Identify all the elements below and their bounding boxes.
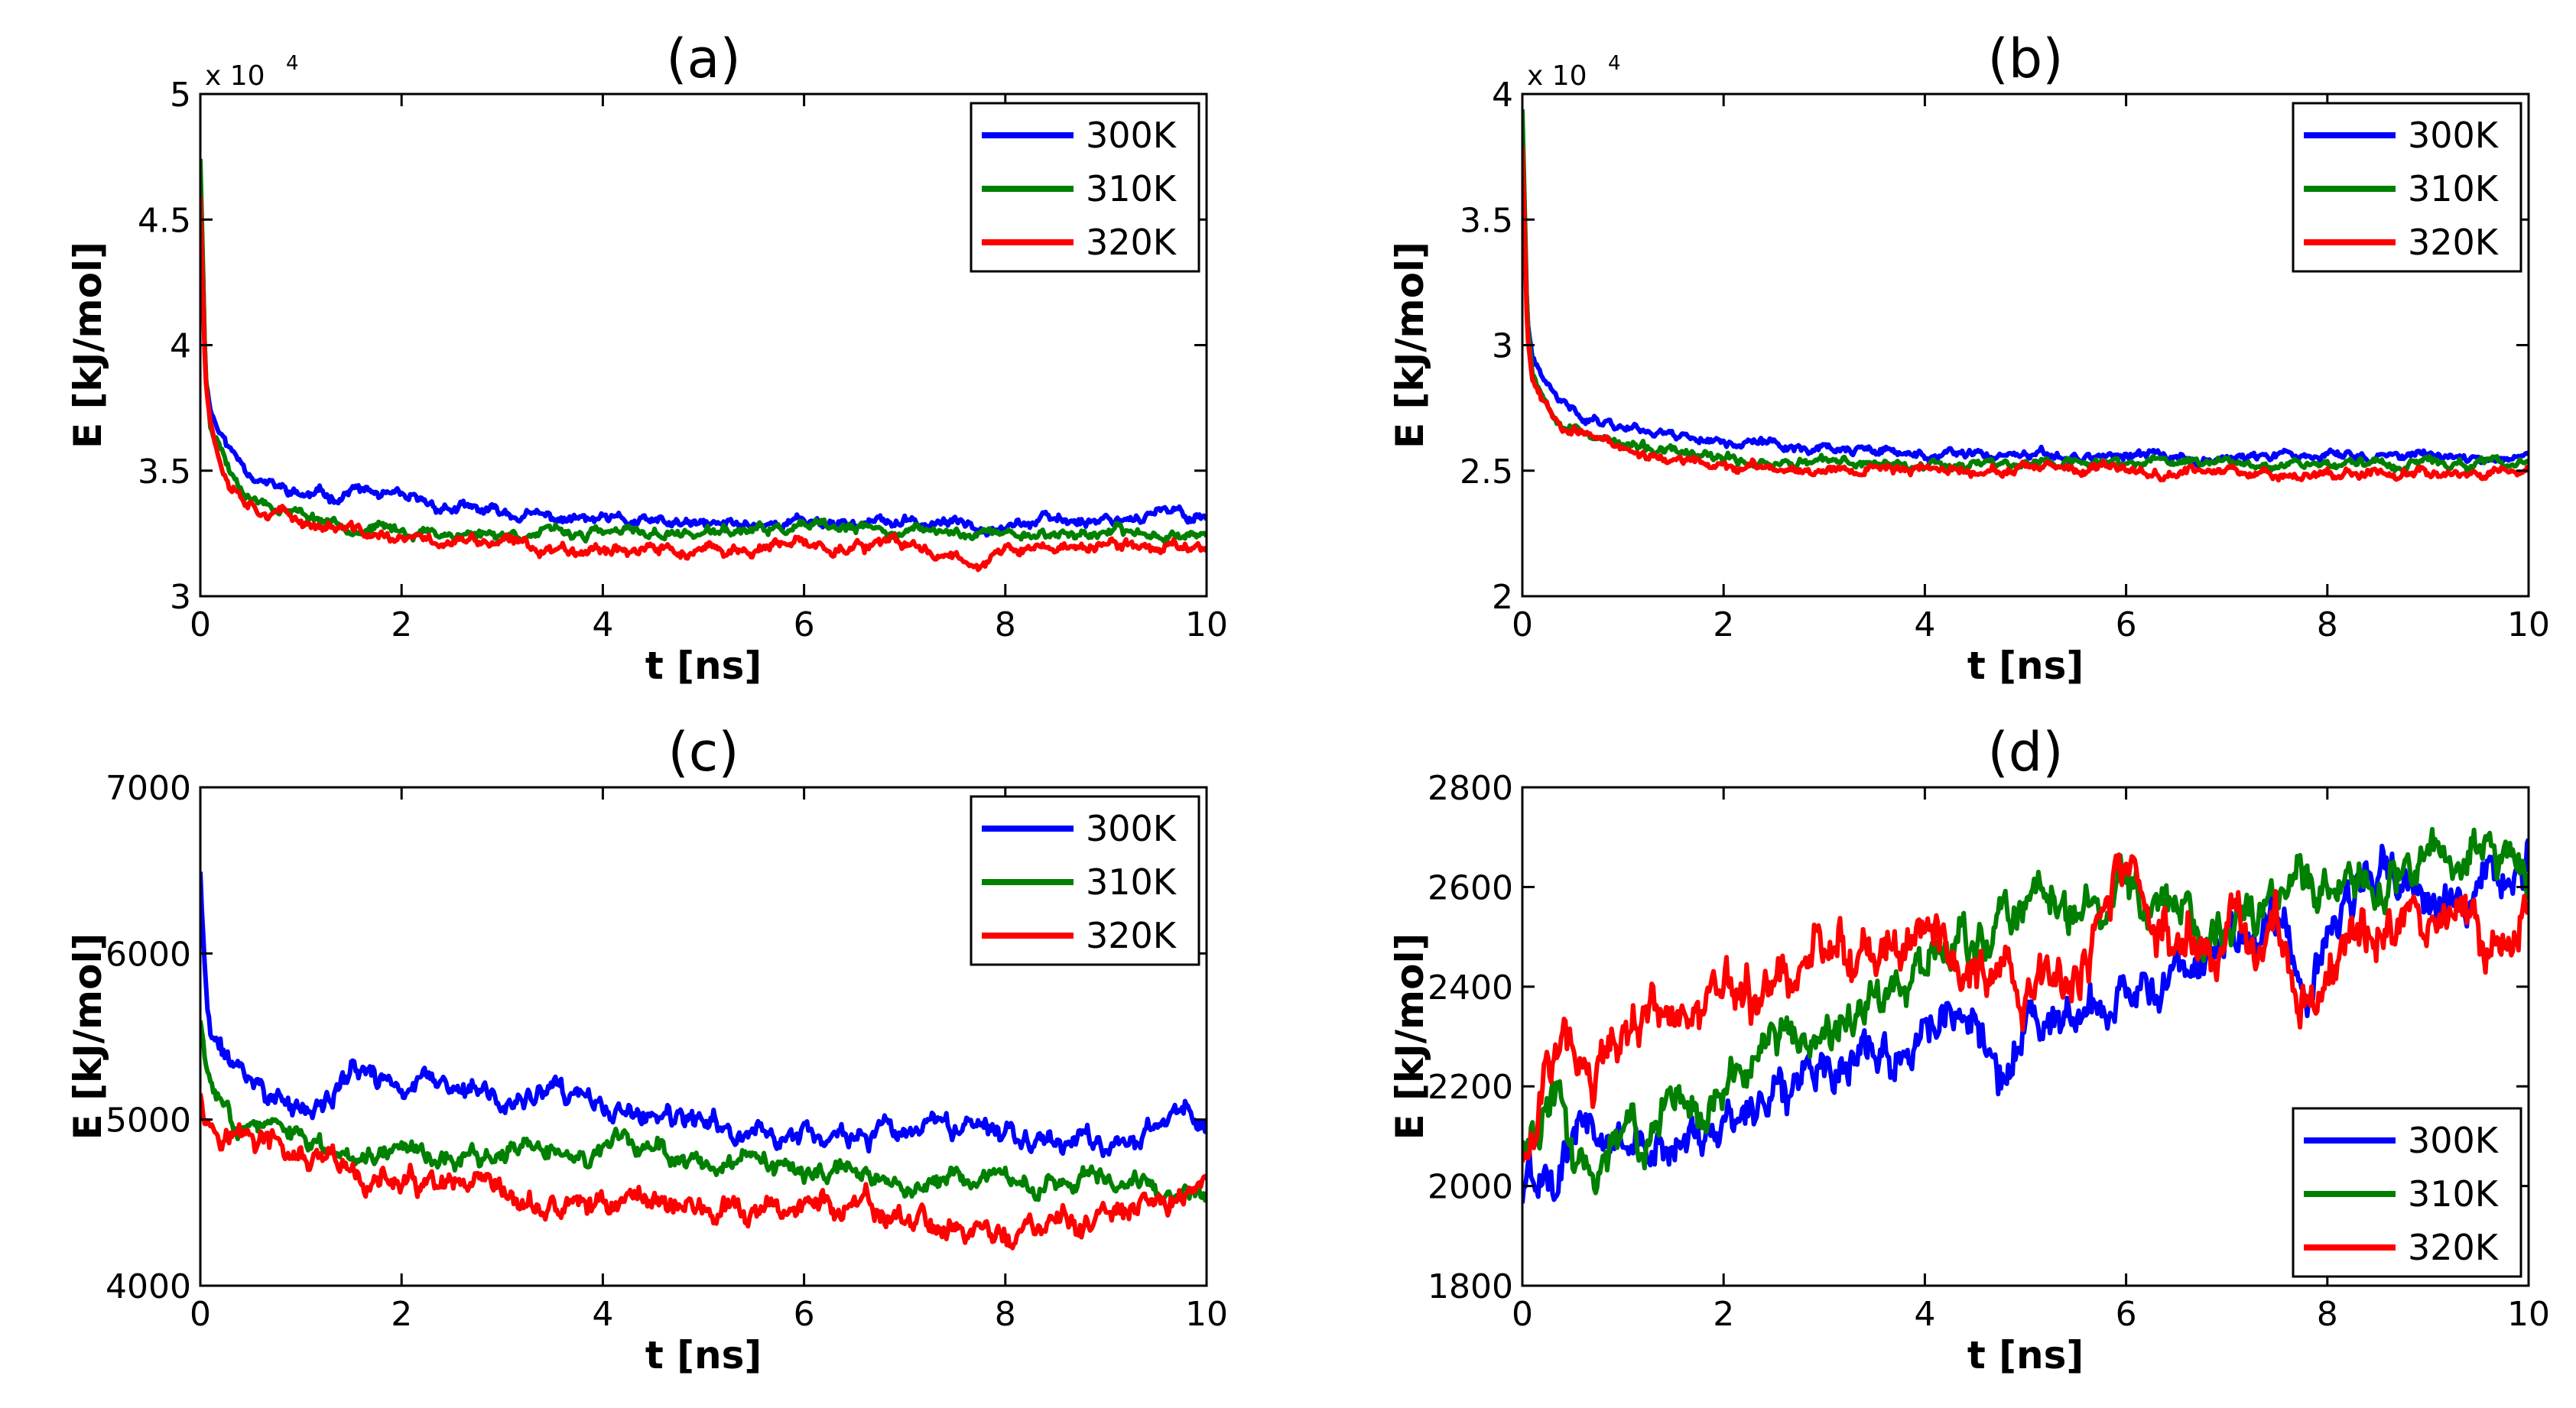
x-tick-label: 0 bbox=[1512, 1295, 1533, 1334]
x-tick-label: 0 bbox=[190, 605, 211, 644]
legend-label-300K: 300K bbox=[1086, 115, 1178, 156]
series-line-320K bbox=[200, 195, 1207, 573]
y-multiplier: x 10 bbox=[1527, 60, 1587, 92]
series-line-300K bbox=[1522, 144, 2529, 469]
legend-label-300K: 300K bbox=[2408, 115, 2500, 156]
y-tick-label: 2000 bbox=[1428, 1168, 1513, 1207]
x-tick-label: 4 bbox=[1914, 1295, 1935, 1334]
series-line-300K bbox=[200, 171, 1207, 538]
y-tick-label: 2400 bbox=[1428, 968, 1513, 1007]
legend-label-320K: 320K bbox=[2408, 1227, 2500, 1268]
y-axis-label: E [kJ/mol] bbox=[66, 933, 110, 1140]
y-tick-label: 2.5 bbox=[1460, 453, 1513, 492]
legend: 300K 310K 320K bbox=[2292, 102, 2522, 273]
series-group bbox=[200, 158, 1207, 573]
y-tick-label: 4.5 bbox=[138, 201, 191, 240]
y-tick-label: 7000 bbox=[106, 769, 191, 808]
panel-title: (d) bbox=[1987, 721, 2063, 783]
x-tick-label: 8 bbox=[995, 605, 1016, 644]
x-tick-label: 0 bbox=[1512, 605, 1533, 644]
y-tick-label: 4 bbox=[1492, 76, 1513, 115]
x-axis-label: t [ns] bbox=[645, 644, 762, 688]
series-group bbox=[1522, 826, 2529, 1204]
x-tick-label: 6 bbox=[2116, 605, 2137, 644]
legend-label-310K: 310K bbox=[1086, 168, 1178, 209]
series-line-320K bbox=[1522, 852, 2529, 1163]
series-line-300K bbox=[200, 871, 1207, 1158]
series-group bbox=[200, 871, 1207, 1251]
x-tick-label: 8 bbox=[995, 1295, 1016, 1334]
panel-title: (a) bbox=[666, 28, 741, 90]
x-tick-label: 2 bbox=[1713, 605, 1734, 644]
legend-label-320K: 320K bbox=[1086, 915, 1178, 956]
y-tick-label: 3.5 bbox=[1460, 201, 1513, 240]
axes-frame bbox=[199, 786, 1208, 1287]
y-tick-label: 1800 bbox=[1428, 1267, 1513, 1306]
x-tick-label: 0 bbox=[190, 1295, 211, 1334]
series-line-310K bbox=[200, 1020, 1207, 1207]
series-line-320K bbox=[200, 1093, 1207, 1251]
y-tick-label: 6000 bbox=[106, 935, 191, 974]
panel-title: (c) bbox=[668, 721, 739, 783]
legend-label-320K: 320K bbox=[2408, 222, 2500, 263]
y-tick-label: 2200 bbox=[1428, 1068, 1513, 1107]
x-tick-label: 10 bbox=[1185, 605, 1228, 644]
y-tick-label: 5 bbox=[170, 76, 191, 115]
x-tick-label: 8 bbox=[2317, 605, 2338, 644]
series-line-310K bbox=[200, 158, 1207, 545]
y-axis-label: E [kJ/mol] bbox=[1388, 933, 1432, 1140]
panel-d: 0 2 4 6 8 10 1800 2000 2200 2400 2600 2800 (d) t [ns]… bbox=[1388, 721, 2550, 1377]
panel-c: 0 2 4 6 8 10 4000 5000 6000 7000 (c) t [ns] E [kJ/mo… bbox=[66, 721, 1228, 1377]
y-tick-label: 2600 bbox=[1428, 868, 1513, 907]
legend-label-300K: 300K bbox=[2408, 1120, 2500, 1161]
legend-label-310K: 310K bbox=[2408, 1173, 2500, 1215]
x-tick-label: 4 bbox=[592, 605, 613, 644]
y-multiplier-exponent: 4 bbox=[1608, 52, 1621, 75]
x-tick-label: 10 bbox=[2507, 605, 2550, 644]
axes-frame bbox=[1521, 786, 2530, 1287]
x-axis-label: t [ns] bbox=[645, 1333, 762, 1377]
legend-label-310K: 310K bbox=[2408, 168, 2500, 209]
y-axis-label: E [kJ/mol] bbox=[66, 242, 110, 449]
y-tick-label: 3 bbox=[1492, 327, 1513, 366]
legend-label-300K: 300K bbox=[1086, 808, 1178, 849]
x-tick-label: 4 bbox=[592, 1295, 613, 1334]
x-tick-label: 2 bbox=[1713, 1295, 1734, 1334]
series-line-310K bbox=[1522, 826, 2529, 1196]
x-tick-label: 10 bbox=[2507, 1295, 2550, 1334]
series-line-310K bbox=[1522, 109, 2529, 475]
legend: 300K 310K 320K bbox=[970, 102, 1200, 273]
panel-title: (b) bbox=[1987, 28, 2063, 90]
x-tick-label: 6 bbox=[794, 605, 815, 644]
panel-a: 0 2 4 6 8 10 3 3.5 4 4.5 5 x 10 4 (a) t [ns] E [kJ/mol]… bbox=[66, 28, 1228, 688]
series-group bbox=[1522, 109, 2529, 483]
x-tick-label: 2 bbox=[391, 1295, 412, 1334]
legend-label-310K: 310K bbox=[1086, 861, 1178, 903]
series-line-320K bbox=[1522, 145, 2529, 483]
y-multiplier: x 10 bbox=[205, 60, 265, 92]
x-tick-label: 2 bbox=[391, 605, 412, 644]
x-tick-label: 6 bbox=[794, 1295, 815, 1334]
x-tick-label: 10 bbox=[1185, 1295, 1228, 1334]
x-tick-label: 6 bbox=[2116, 1295, 2137, 1334]
legend: 300K 310K 320K bbox=[970, 795, 1200, 966]
y-tick-label: 2800 bbox=[1428, 769, 1513, 808]
y-axis-label: E [kJ/mol] bbox=[1388, 242, 1432, 449]
x-axis-label: t [ns] bbox=[1967, 644, 2084, 688]
y-tick-label: 4000 bbox=[106, 1267, 191, 1306]
y-tick-label: 3.5 bbox=[138, 453, 191, 492]
y-tick-label: 2 bbox=[1492, 578, 1513, 617]
x-tick-label: 8 bbox=[2317, 1295, 2338, 1334]
y-tick-label: 3 bbox=[170, 578, 191, 617]
legend: 300K 310K 320K bbox=[2292, 1107, 2522, 1278]
legend-label-320K: 320K bbox=[1086, 222, 1178, 263]
y-multiplier-exponent: 4 bbox=[286, 52, 299, 75]
x-tick-label: 4 bbox=[1914, 605, 1935, 644]
x-axis-label: t [ns] bbox=[1967, 1333, 2084, 1377]
y-tick-label: 4 bbox=[170, 327, 191, 366]
y-tick-label: 5000 bbox=[106, 1101, 191, 1140]
